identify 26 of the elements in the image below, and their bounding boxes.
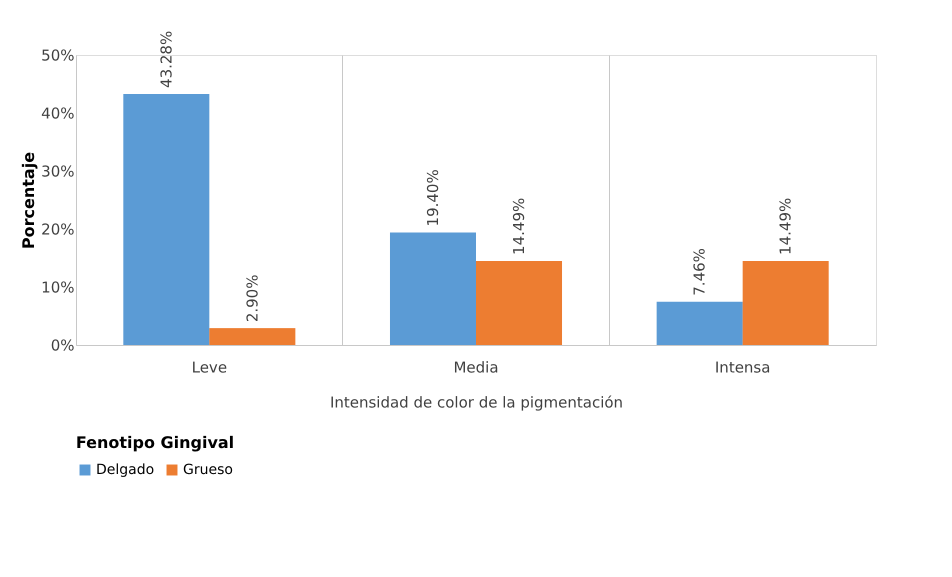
data-label: 7.46% [690,248,709,296]
data-label: 43.28% [157,30,176,88]
data-label: 14.49% [776,198,795,255]
y-tick-label: 20% [41,220,74,238]
bar [390,232,476,345]
bar [656,302,743,345]
bar [476,260,562,345]
bar [123,94,210,345]
bar [742,260,829,345]
legend-title: Fenotipo Gingival [76,433,234,452]
y-tick-label: 0% [50,336,74,354]
bar [209,328,296,345]
x-tick-label: Leve [192,358,228,376]
x-axis-title: Intensidad de color de la pigmentación [330,394,624,412]
data-label: 19.40% [424,169,442,226]
y-tick-label: 10% [41,278,74,296]
legend-label: Delgado [96,462,154,478]
y-tick-label: 30% [41,162,74,180]
x-tick-label: Intensa [714,358,770,376]
y-tick-label: 50% [41,46,74,64]
legend-label: Grueso [183,462,233,478]
y-tick-label: 40% [41,104,74,122]
data-label: 14.49% [510,198,528,255]
y-axis-title: Porcentaje [19,152,38,250]
data-label: 2.90% [243,274,262,322]
x-tick-label: Media [453,358,499,376]
